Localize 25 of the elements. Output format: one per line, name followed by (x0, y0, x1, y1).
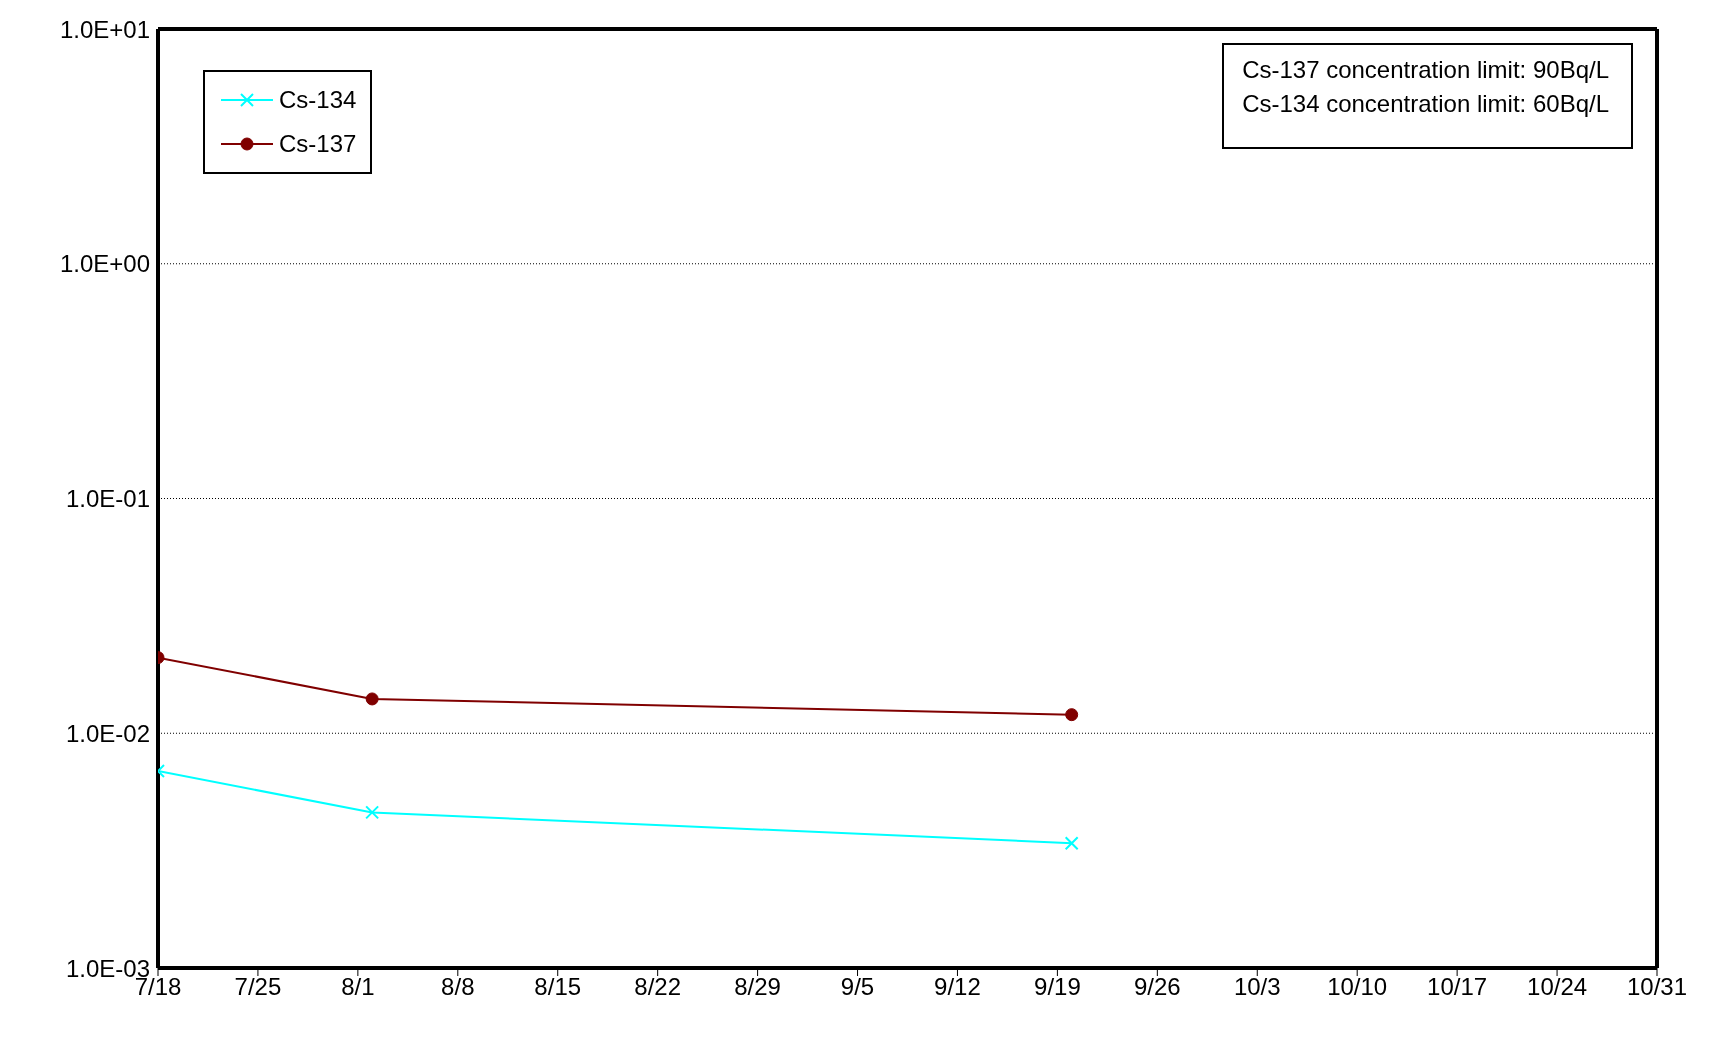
point (1065, 708, 1079, 722)
y-tick-label: 1.0E-02 (65, 719, 150, 747)
x-tick-label: 9/26 (1133, 973, 1181, 1001)
x-tick-label: 10/24 (1527, 973, 1588, 1001)
x-tick-label: 10/3 (1233, 973, 1281, 1001)
x-tick-label: 10/10 (1327, 973, 1388, 1001)
legend-label: Cs-134 (279, 86, 357, 114)
x-tick-label: 8/1 (341, 973, 375, 1001)
annotation: Cs-137 concentration limit: 90Bq/L (1242, 55, 1609, 85)
legend-label: Cs-137 (279, 130, 357, 158)
x-tick-label: 10/17 (1427, 973, 1488, 1001)
x-tick-label: 9/5 (840, 973, 875, 1001)
y-tick-label: 1.0E-01 (65, 485, 150, 513)
x-tick-label: 7/25 (234, 973, 282, 1001)
x-tick-label: 10/31 (1626, 973, 1688, 1001)
x-tick-label: 8/29 (734, 973, 781, 1001)
y-tick-label: 1.0E+00 (59, 250, 150, 278)
point (1064, 836, 1079, 851)
x-tick-label: 8/22 (634, 973, 682, 1001)
x-tick-label: 9/19 (1034, 973, 1081, 1001)
x-tick-label: 8/8 (441, 973, 475, 1001)
y-tick-label: 1.0E+01 (59, 15, 150, 43)
x-tick-label: 8/15 (534, 973, 582, 1001)
annotation: Cs-134 concentration limit: 60Bq/L (1242, 89, 1609, 119)
x-tick-label: 9/12 (934, 973, 981, 1001)
